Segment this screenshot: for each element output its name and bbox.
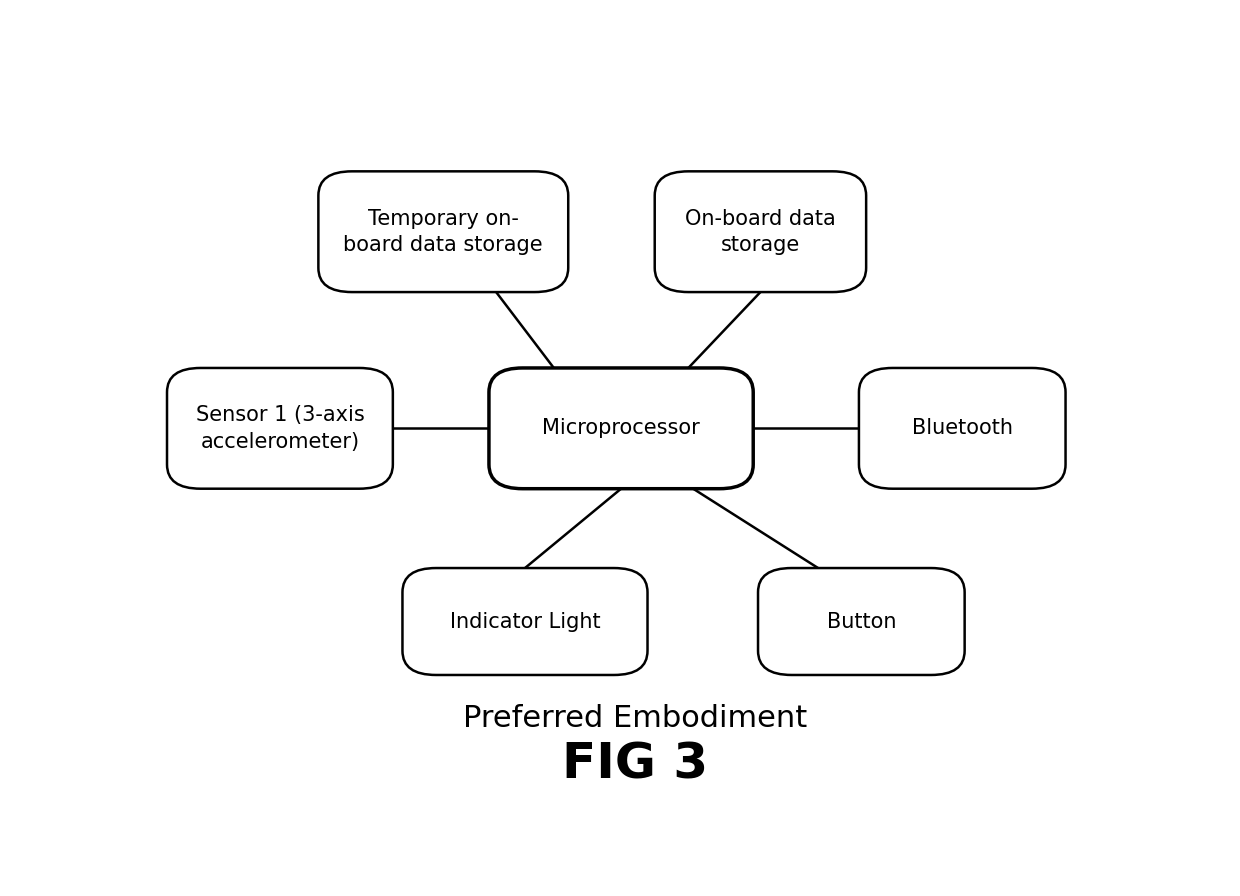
Text: Indicator Light: Indicator Light — [450, 611, 600, 632]
FancyBboxPatch shape — [859, 368, 1065, 488]
FancyBboxPatch shape — [655, 171, 866, 292]
FancyBboxPatch shape — [319, 171, 568, 292]
Text: Button: Button — [827, 611, 897, 632]
Text: Bluetooth: Bluetooth — [911, 418, 1013, 438]
Text: On-board data
storage: On-board data storage — [684, 209, 836, 254]
Text: Sensor 1 (3-axis
accelerometer): Sensor 1 (3-axis accelerometer) — [196, 405, 365, 452]
Text: FIG 3: FIG 3 — [563, 740, 708, 788]
Text: Preferred Embodiment: Preferred Embodiment — [464, 703, 807, 733]
FancyBboxPatch shape — [758, 568, 965, 675]
FancyBboxPatch shape — [167, 368, 393, 488]
FancyBboxPatch shape — [489, 368, 753, 488]
FancyBboxPatch shape — [403, 568, 647, 675]
Text: Microprocessor: Microprocessor — [542, 418, 699, 438]
Text: Temporary on-
board data storage: Temporary on- board data storage — [343, 209, 543, 254]
